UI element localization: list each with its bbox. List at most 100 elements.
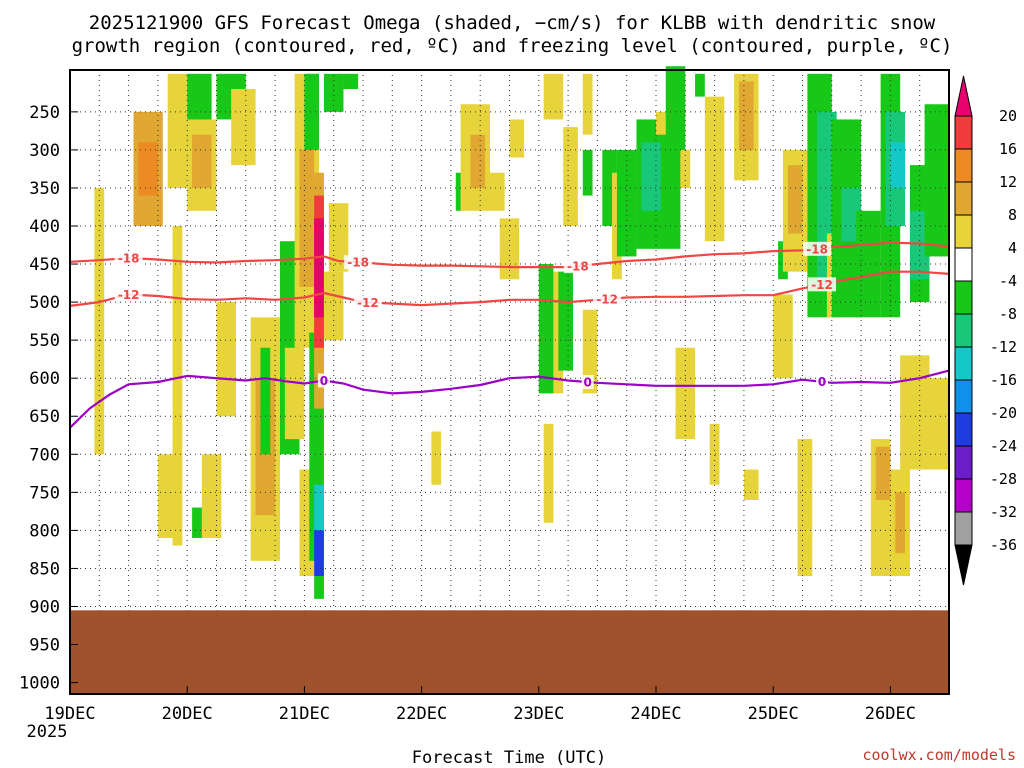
colorbar-label-4: 4: [1008, 239, 1017, 257]
omega-cell-83: [900, 355, 930, 470]
omega-cell-75: [856, 210, 881, 318]
plot-frame: [69, 69, 950, 695]
colorbar-box-9: [954, 379, 973, 414]
y-tick-label-950: 950: [29, 636, 60, 656]
contour-label-bg-freezing-level-1: [581, 375, 594, 389]
contour-label-dgz-minus-18-1: -18: [347, 256, 369, 270]
omega-cell-36: [470, 134, 486, 188]
omega-cell-4: [167, 73, 188, 188]
contour-label-bg-dgz-minus-18-2: [563, 259, 592, 274]
omega-cell-9: [192, 134, 212, 188]
colorbar-box-6: [954, 280, 973, 315]
omega-cell-58: [680, 149, 691, 188]
omega-cell-69: [797, 439, 813, 577]
x-tick-label-19DEC: 19DEC: [44, 704, 95, 724]
omega-cell-63: [739, 81, 754, 150]
x-tick-label-26DEC: 26DEC: [865, 704, 916, 724]
contour-label-bg-freezing-level-0: [317, 373, 330, 388]
contour-dgz-minus-18: [69, 241, 950, 269]
omega-cell-39: [499, 218, 520, 280]
contour-label-bg-freezing-level-2: [816, 374, 829, 389]
y-tick-label-600: 600: [29, 369, 60, 389]
y-tick-label-500: 500: [29, 293, 60, 313]
contour-label-dgz-minus-18-2: -18: [567, 260, 589, 274]
contour-freezing-level: [69, 369, 950, 429]
contour-label-dgz-minus-12-2: -12: [596, 293, 618, 307]
contour-label-dgz-minus-18-3: -18: [806, 242, 828, 256]
omega-cell-28: [314, 530, 324, 577]
omega-cell-11: [216, 302, 237, 417]
colorbar-box-10: [954, 412, 973, 447]
x-tick-label-25DEC: 25DEC: [748, 704, 799, 724]
omega-cell-48: [582, 149, 593, 196]
contour-label-dgz-minus-12-0: -12: [118, 288, 140, 302]
colorbar-label--24: -24: [990, 437, 1017, 455]
omega-cell-13: [231, 89, 256, 166]
omega-cell-37: [455, 172, 461, 211]
chart-title-line-2: growth region (contoured, red, ºC) and f…: [72, 35, 953, 57]
colorbar-label-8: 8: [1008, 206, 1017, 224]
y-tick-label-550: 550: [29, 331, 60, 351]
ground-fill: [70, 610, 949, 694]
colorbar-label--8: -8: [999, 305, 1017, 323]
omega-cell-60: [704, 96, 725, 242]
contour-label-bg-dgz-minus-12-3: [808, 277, 837, 292]
y-tick-label-900: 900: [29, 597, 60, 617]
contour-label-bg-dgz-minus-18-0: [114, 250, 143, 265]
omega-cell-87: [929, 378, 949, 470]
omega-cell-30: [323, 73, 344, 112]
x-tick-label-22DEC: 22DEC: [396, 704, 447, 724]
contour-label-bg-dgz-minus-12-1: [353, 295, 382, 310]
omega-cell-86: [924, 104, 949, 257]
contour-label-bg-dgz-minus-12-2: [593, 292, 622, 307]
omega-cell-23: [314, 576, 324, 599]
omega-cell-65: [773, 294, 793, 379]
omega-cell-47: [582, 73, 593, 135]
colorbar-box-3: [954, 181, 973, 216]
omega-cell-2: [138, 142, 158, 196]
colorbar-label--12: -12: [990, 338, 1017, 356]
omega-cell-20: [299, 149, 315, 287]
omega-cell-27: [314, 484, 324, 531]
omega-cell-54: [641, 142, 661, 211]
y-tick-label-750: 750: [29, 483, 60, 503]
colorbar-box-5: [954, 247, 973, 282]
omega-cell-33: [343, 73, 359, 90]
y-tick-label-850: 850: [29, 559, 60, 579]
contour-label-bg-dgz-minus-18-3: [803, 241, 832, 256]
omega-cell-59: [695, 73, 705, 97]
credit-text: coolwx.com/models: [862, 746, 1016, 764]
colorbar-label-16: 16: [999, 140, 1017, 158]
omega-cell-80: [890, 142, 906, 188]
colorbar-label-12: 12: [999, 173, 1017, 191]
y-tick-label-250: 250: [29, 103, 60, 123]
omega-cell-41: [538, 264, 554, 394]
contour-label-bg-dgz-minus-18-1: [344, 255, 373, 270]
omega-cell-64: [743, 469, 759, 500]
omega-cell-26: [314, 218, 324, 318]
colorbar: 20 16 12 8 4 -4 -8 -12 -16 -20 -24 -28 -32 -36: [954, 75, 1017, 586]
colorbar-bottom-arrow: [954, 544, 973, 586]
colorbar-box-4: [954, 214, 973, 249]
colorbar-label--36: -36: [990, 536, 1017, 554]
y-tick-label-800: 800: [29, 521, 60, 541]
colorbar-box-11: [954, 445, 973, 480]
colorbar-box-7: [954, 313, 973, 348]
colorbar-box-1: [954, 115, 973, 150]
omega-cell-77: [875, 446, 891, 500]
colorbar-top-arrow: [954, 75, 973, 117]
contour-label-freezing-level-2: 0: [818, 375, 826, 389]
colorbar-label--28: -28: [990, 470, 1017, 488]
x-tick-label-20DEC: 20DEC: [162, 704, 213, 724]
colorbar-label--32: -32: [990, 503, 1017, 521]
colorbar-label--4: -4: [999, 272, 1017, 290]
y-tick-label-350: 350: [29, 179, 60, 199]
omega-cell-16: [260, 347, 271, 455]
omega-shading-layer: [94, 66, 949, 599]
colorbar-box-8: [954, 346, 973, 381]
omega-cell-5: [172, 226, 183, 546]
omega-cell-61: [709, 423, 720, 485]
y-tick-label-300: 300: [29, 141, 60, 161]
y-axis-pressure-ticks: 250 300 350 400 450 500 550 600 650 700 750 800 850 9…: [19, 103, 78, 694]
